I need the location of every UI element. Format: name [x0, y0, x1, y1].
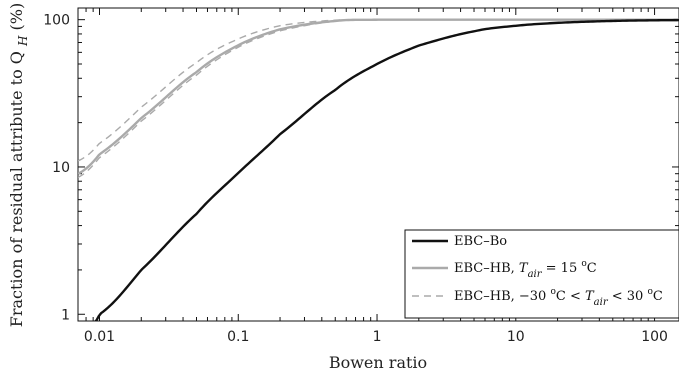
x-tick-label: 1 — [373, 329, 382, 345]
x-tick-label: 10 — [507, 329, 525, 345]
x-axis: 0.01 0.1 1 10 100 — [77, 8, 668, 345]
y-tick-label: 100 — [43, 13, 70, 29]
y-tick-label: 1 — [61, 307, 70, 323]
x-axis-title: Bowen ratio — [329, 353, 427, 372]
series-line-0 — [94, 18, 679, 321]
x-tick-label: 0.01 — [84, 329, 115, 345]
y-axis-title-unit: (%) — [7, 3, 26, 31]
series-layer — [78, 18, 679, 321]
legend-label: EBC–HB, Tair = 15 oC — [454, 259, 597, 280]
x-tick-label: 0.1 — [227, 329, 249, 345]
y-tick-label: 10 — [52, 160, 70, 176]
legend-label: EBC–HB, −30 oC < Tair < 30 oC — [454, 287, 663, 308]
y-axis-title: Fraction of residual attribute to Q H (%… — [7, 3, 31, 328]
x-tick-label: 100 — [641, 329, 668, 345]
legend-box — [404, 229, 679, 319]
legend: EBC–Bo EBC–HB, Tair = 15 oC EBC–HB, −30 oC… — [404, 229, 679, 319]
series-line-3 — [78, 18, 679, 178]
series-line-2 — [78, 18, 679, 162]
y-axis-title-main: Fraction of residual attribute to Q — [7, 51, 26, 327]
y-axis-title-subscript: H — [16, 35, 30, 47]
legend-label: EBC–Bo — [454, 234, 507, 249]
series-line-1 — [78, 18, 679, 175]
y-axis: 1 10 100 — [43, 13, 679, 323]
plot-frame — [77, 7, 679, 322]
